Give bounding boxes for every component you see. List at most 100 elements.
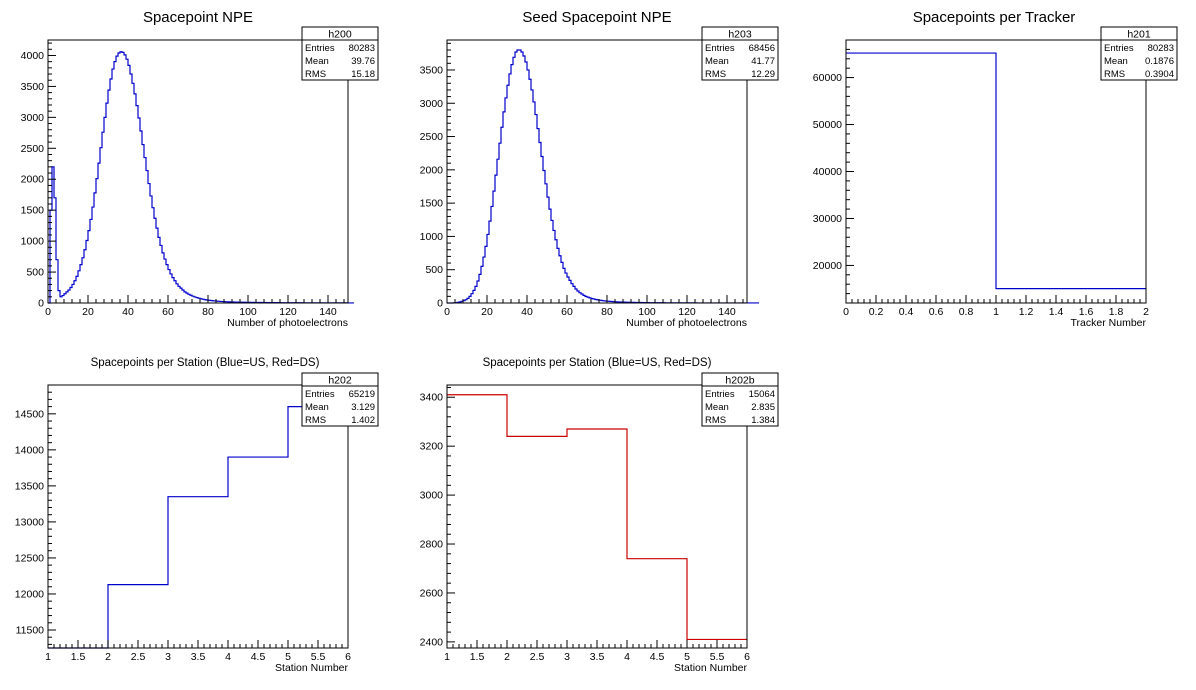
stats-mean-label: Mean [705, 56, 729, 67]
stats-box-frame [1100, 26, 1178, 81]
panel-h202b: Spacepoints per Station (Blue=US, Red=DS… [420, 357, 779, 674]
x-tick-label: 4.5 [650, 651, 665, 663]
y-tick-label: 1500 [420, 198, 444, 210]
x-tick-label: 0 [45, 306, 51, 318]
stats-entries-value: 15064 [749, 389, 775, 400]
stats-rms-value: 15.18 [351, 69, 375, 80]
stats-entries-label: Entries [305, 43, 335, 54]
y-tick-label: 2000 [21, 174, 45, 186]
y-tick-label: 13000 [15, 516, 44, 528]
x-tick-label: 2 [504, 651, 510, 663]
chart-title: Spacepoints per Station (Blue=US, Red=DS… [91, 357, 320, 369]
y-tick-label: 2500 [21, 143, 45, 155]
stats-mean-value: 39.76 [351, 56, 375, 67]
panel-h201: Spacepoints per Tracker 0 0.2 0.4 0.6 0.8 1 1.2… [813, 9, 1178, 329]
y-tick-label: 3200 [420, 441, 444, 453]
stats-rms-label: RMS [705, 415, 726, 426]
x-tick-label: 40 [122, 306, 134, 318]
y-tick-label: 3000 [21, 112, 45, 124]
x-tick-label: 100 [239, 306, 257, 318]
stats-entries-label: Entries [705, 43, 735, 54]
x-tick-label: 5.5 [710, 651, 725, 663]
y-tick-label: 2800 [420, 539, 444, 551]
x-tick-label: 4 [624, 651, 630, 663]
stats-mean-value: 0.1876 [1145, 56, 1174, 67]
y-tick-label: 0 [38, 298, 44, 310]
stats-mean-label: Mean [705, 402, 729, 413]
x-axis-label: Station Number [275, 662, 348, 674]
y-tick-label: 0 [437, 298, 443, 310]
histogram-line [48, 51, 354, 304]
stats-rms-label: RMS [305, 69, 326, 80]
x-tick-label: 3.5 [590, 651, 605, 663]
chart-title: Spacepoints per Tracker [913, 9, 1076, 26]
x-tick-label: 6 [744, 651, 750, 663]
y-tick-label: 30000 [813, 213, 842, 225]
x-tick-label: 4 [225, 651, 231, 663]
x-tick-label: 0.6 [929, 306, 944, 318]
y-tick-label: 2500 [420, 131, 444, 143]
y-tick-label: 500 [26, 267, 44, 279]
stats-rms-label: RMS [305, 415, 326, 426]
x-tick-label: 3 [165, 651, 171, 663]
stats-rms-value: 12.29 [751, 69, 775, 80]
stats-name: h202b [725, 375, 754, 387]
x-tick-label: 120 [678, 306, 696, 318]
x-tick-label: 80 [202, 306, 214, 318]
y-tick-label: 3000 [420, 490, 444, 502]
chart-title: Spacepoint NPE [143, 9, 253, 26]
stats-rms-value: 1.384 [751, 415, 775, 426]
y-tick-label: 500 [425, 264, 443, 276]
x-tick-label: 5.5 [311, 651, 326, 663]
x-tick-label: 1.6 [1079, 306, 1094, 318]
stats-entries-value: 80283 [1148, 43, 1174, 54]
stats-rms-value: 0.3904 [1145, 69, 1174, 80]
stats-box-frame [301, 26, 379, 81]
x-tick-label: 1.5 [470, 651, 485, 663]
x-tick-label: 5 [285, 651, 291, 663]
x-tick-label: 40 [521, 306, 533, 318]
x-tick-label: 60 [162, 306, 174, 318]
y-tick-label: 4000 [21, 50, 45, 62]
y-tick-label: 11500 [16, 624, 45, 636]
y-tick-label: 3500 [21, 81, 45, 93]
stats-mean-label: Mean [305, 56, 329, 67]
y-tick-label: 2400 [420, 636, 444, 648]
y-tick-label: 1000 [420, 231, 444, 243]
x-tick-label: 100 [638, 306, 656, 318]
stats-rms-label: RMS [1104, 69, 1125, 80]
plot-frame [47, 39, 349, 304]
y-tick-label: 12000 [15, 588, 44, 600]
stats-box: h202 Entries 65219 Mean 3.129 RMS 1.402 [301, 372, 379, 427]
x-tick-label: 1 [45, 651, 51, 663]
panel-h203: Seed Spacepoint NPE 0 20 40 60 80 100 120 140 0 50… [420, 9, 779, 329]
stats-mean-label: Mean [305, 402, 329, 413]
stats-mean-value: 41.77 [751, 56, 775, 67]
y-tick-label: 3000 [420, 98, 444, 110]
x-tick-label: 3.5 [191, 651, 206, 663]
histogram-line [846, 52, 1146, 290]
plot-frame [446, 39, 748, 304]
y-tick-label: 3400 [420, 392, 444, 404]
x-axis-label: Number of photoelectrons [227, 317, 348, 329]
x-tick-label: 2.5 [530, 651, 545, 663]
y-tick-label: 14500 [15, 408, 44, 420]
x-tick-label: 3 [564, 651, 570, 663]
x-tick-label: 60 [561, 306, 573, 318]
stats-entries-value: 80283 [349, 43, 375, 54]
x-tick-label: 0 [843, 306, 849, 318]
stats-box-frame [701, 372, 779, 427]
y-tick-label: 1000 [21, 236, 45, 248]
x-tick-label: 1.5 [71, 651, 86, 663]
stats-box: h203 Entries 68456 Mean 41.77 RMS 12.29 [701, 26, 779, 81]
stats-name: h201 [1127, 29, 1151, 41]
x-tick-label: 2.5 [131, 651, 146, 663]
x-tick-label: 140 [319, 306, 337, 318]
stats-name: h202 [328, 375, 352, 387]
x-tick-label: 0.2 [869, 306, 884, 318]
y-tick-label: 3500 [420, 64, 444, 76]
stats-entries-label: Entries [705, 389, 735, 400]
stats-mean-label: Mean [1104, 56, 1128, 67]
y-tick-label: 60000 [813, 72, 842, 84]
x-tick-label: 5 [684, 651, 690, 663]
